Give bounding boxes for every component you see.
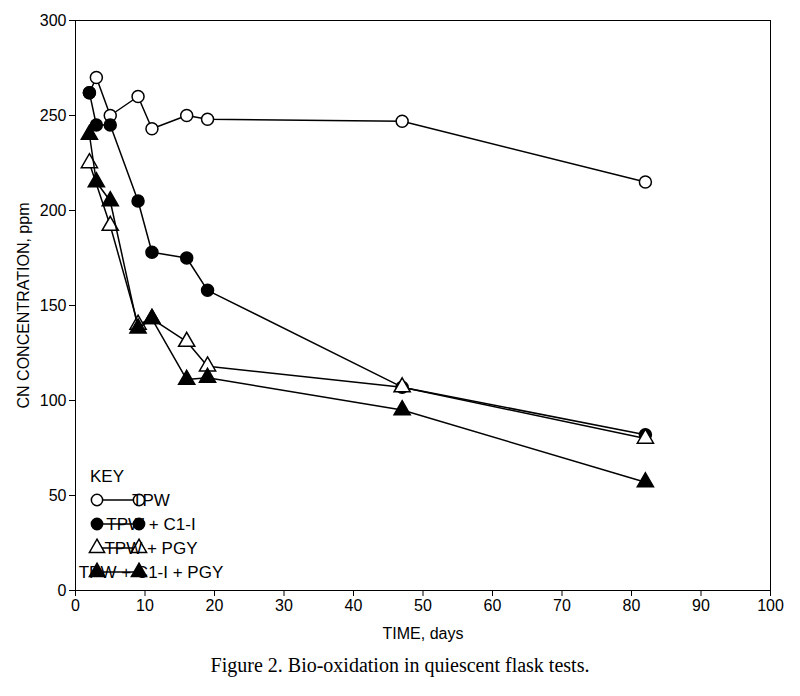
svg-text:100: 100 — [757, 597, 784, 614]
svg-text:TPW + C1-I: TPW + C1-I — [106, 515, 195, 534]
svg-text:300: 300 — [40, 12, 67, 29]
svg-text:CN CONCENTRATION, ppm: CN CONCENTRATION, ppm — [15, 203, 32, 409]
svg-text:40: 40 — [345, 597, 363, 614]
svg-text:TPW + PGY: TPW + PGY — [104, 539, 197, 558]
svg-text:0: 0 — [58, 582, 67, 599]
svg-text:70: 70 — [553, 597, 571, 614]
svg-text:30: 30 — [275, 597, 293, 614]
svg-text:20: 20 — [206, 597, 224, 614]
html-text:Figure 2. Bio-oxidation in qui: Figure 2. Bio-oxidation in quiescent fla… — [210, 654, 590, 676]
svg-text:100: 100 — [40, 392, 67, 409]
svg-text:TIME, days: TIME, days — [383, 625, 464, 642]
svg-text:50: 50 — [49, 487, 67, 504]
svg-text:60: 60 — [484, 597, 502, 614]
svg-text:200: 200 — [40, 202, 67, 219]
svg-text:0: 0 — [71, 597, 80, 614]
svg-text:KEY: KEY — [90, 467, 124, 486]
svg-text:250: 250 — [40, 107, 67, 124]
svg-text:50: 50 — [414, 597, 432, 614]
svg-text:80: 80 — [623, 597, 641, 614]
svg-text:90: 90 — [692, 597, 710, 614]
svg-text:TPW: TPW — [132, 491, 170, 510]
svg-text:10: 10 — [136, 597, 154, 614]
svg-text:TPW + C1-I + PGY: TPW + C1-I + PGY — [79, 563, 224, 582]
svg-text:150: 150 — [40, 297, 67, 314]
